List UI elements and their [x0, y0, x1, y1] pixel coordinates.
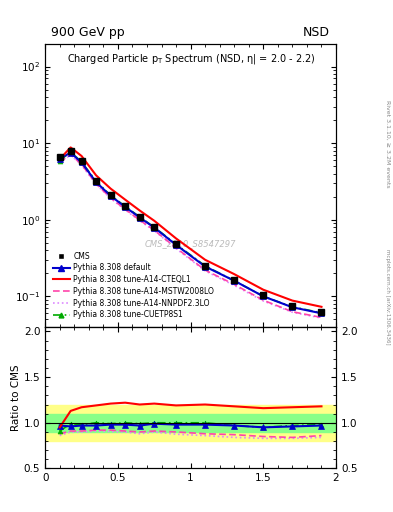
- Text: Rivet 3.1.10, ≥ 3.2M events: Rivet 3.1.10, ≥ 3.2M events: [385, 99, 390, 187]
- Legend: CMS, Pythia 8.308 default, Pythia 8.308 tune-A14-CTEQL1, Pythia 8.308 tune-A14-M: CMS, Pythia 8.308 default, Pythia 8.308 …: [49, 248, 218, 323]
- Text: mcplots.cern.ch [arXiv:1306.3436]: mcplots.cern.ch [arXiv:1306.3436]: [385, 249, 390, 345]
- Text: Charged Particle $\mathregular{p_T}$ Spectrum (NSD, $\mathregular{\eta}$| = 2.0 : Charged Particle $\mathregular{p_T}$ Spe…: [66, 52, 315, 66]
- Text: 900 GeV pp: 900 GeV pp: [51, 26, 125, 39]
- Text: NSD: NSD: [303, 26, 330, 39]
- Text: CMS_2010_S8547297: CMS_2010_S8547297: [145, 239, 236, 248]
- Y-axis label: Ratio to CMS: Ratio to CMS: [11, 365, 21, 431]
